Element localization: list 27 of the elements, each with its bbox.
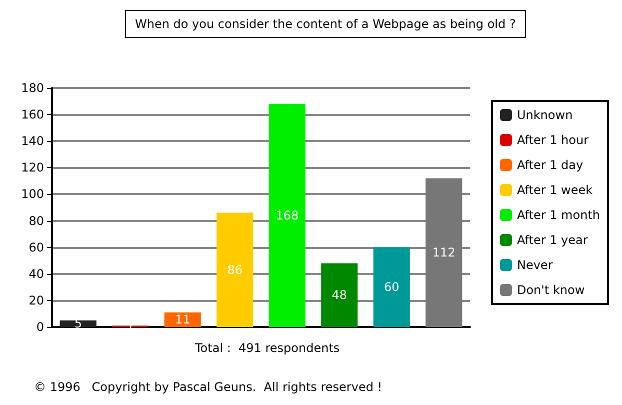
text: © 1996 Copyright by Pascal Geuns. All rights reserved ! xyxy=(34,380,382,394)
y-tick-label: 60 xyxy=(28,240,44,254)
y-tick-label: 40 xyxy=(28,266,44,281)
data-label: 86 xyxy=(227,262,243,277)
legend-label: After 1 day xyxy=(516,158,584,172)
chart-title: When do you consider the content of a Webpage as being old ? xyxy=(135,17,516,31)
legend-label: Never xyxy=(516,258,553,272)
y-tick-label: 140 xyxy=(21,134,44,148)
y-tick-label: 0 xyxy=(36,320,44,334)
data-label: 168 xyxy=(276,208,299,222)
legend-label: Don't know xyxy=(516,283,585,297)
y-tick-label: 80 xyxy=(28,214,44,228)
legend-label: After 1 year xyxy=(516,233,588,247)
legend-label: After 1 hour xyxy=(516,133,589,147)
legend-label: After 1 month xyxy=(516,208,600,222)
data-label: 60 xyxy=(384,280,400,294)
data-label: 11 xyxy=(174,312,190,327)
legend-label: After 1 week xyxy=(516,183,593,197)
text: Total : 491 respondents xyxy=(194,341,340,355)
y-tick-label: 20 xyxy=(28,293,44,308)
data-label: 48 xyxy=(332,288,348,302)
y-tick-label: 100 xyxy=(21,187,44,202)
y-tick-label: 180 xyxy=(21,81,44,95)
y-tick-label: 120 xyxy=(21,160,44,175)
y-tick-label: 160 xyxy=(21,108,44,122)
legend-label: Unknown xyxy=(516,108,573,122)
data-label: 112 xyxy=(432,246,456,260)
